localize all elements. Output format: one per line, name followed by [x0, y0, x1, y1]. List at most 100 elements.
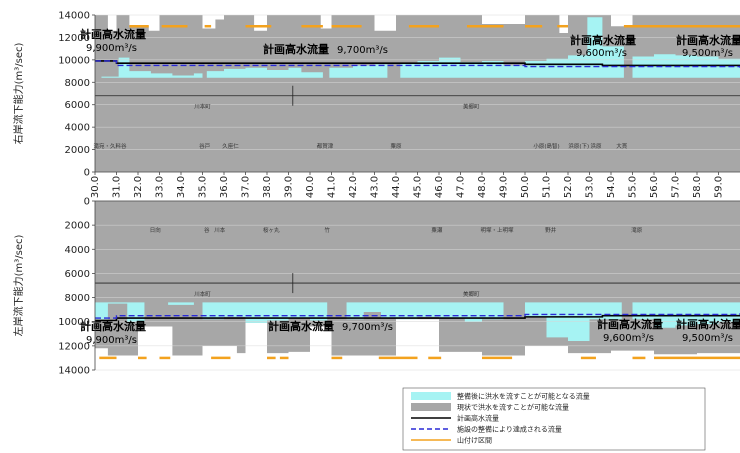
legend-label: 現状で洪水を流すことが可能な流量 — [457, 403, 569, 412]
current-capacity-core — [95, 201, 740, 303]
plan-flow-annotation-value: 9,600m³/s — [603, 333, 654, 344]
x-tick-label: 49.0 — [499, 176, 510, 198]
place-label: 浜原(下) — [568, 142, 589, 150]
plan-flow-annotation-label: 計画高水流量 — [263, 42, 329, 56]
x-tick-label: 41.0 — [327, 176, 338, 198]
legend-swatch — [411, 403, 451, 411]
place-label: 粟瀬 — [431, 226, 443, 234]
plan-flow-annotation-label: 計画高水流量 — [268, 319, 334, 333]
plan-flow-annotation-value: 9,500m³/s — [682, 48, 733, 59]
plan-flow-annotation-label: 計画高水流量 — [80, 319, 146, 333]
x-tick-label: 30.0 — [90, 176, 101, 198]
y-tick-label: 0 — [84, 197, 90, 208]
place-label: 谷 — [204, 226, 210, 234]
town-label: 川本町 — [194, 103, 211, 111]
plan-flow-annotation-label: 計画高水流量 — [80, 27, 146, 41]
plan-flow-annotation-label: 計画高水流量 — [570, 33, 636, 47]
plan-flow-annotation-value: 9,700m³/s — [342, 322, 393, 333]
current-capacity-core — [95, 77, 740, 172]
place-label: 都賀津 — [317, 142, 334, 150]
place-label: 野井 — [545, 226, 557, 234]
y-tick-label: 2000 — [65, 221, 90, 232]
target-flow-line — [95, 60, 740, 68]
x-tick-label: 37.0 — [241, 176, 252, 198]
legend-label: 整備後に洪水を流すことが可能となる流量 — [457, 392, 590, 401]
legend-swatch — [411, 392, 451, 400]
plan-flow-annotation-label: 計画高水流量 — [676, 33, 740, 47]
y-tick-label: 8000 — [65, 78, 90, 89]
legend-label: 山付け区間 — [457, 436, 492, 445]
x-tick-label: 38.0 — [262, 176, 273, 198]
x-tick-label: 34.0 — [176, 176, 187, 198]
plan-flow-line — [95, 314, 740, 322]
plan-flow-annotation-value: 9,900m³/s — [86, 43, 137, 54]
y-tick-label: 6000 — [65, 269, 90, 280]
y-tick-label: 14000 — [58, 11, 90, 22]
x-tick-label: 36.0 — [219, 176, 230, 198]
x-tick-label: 59.0 — [714, 176, 725, 198]
legend-box — [402, 387, 706, 451]
place-label: 滝宛・久料谷 — [94, 142, 128, 150]
legend-label: 施設の整備により達成される流量 — [457, 425, 562, 434]
y-tick-label: 14000 — [58, 366, 90, 377]
x-tick-label: 48.0 — [477, 176, 488, 198]
town-label: 川本町 — [194, 290, 211, 298]
place-label: 粟原 — [390, 143, 402, 150]
plan-flow-annotation-value: 9,700m³/s — [337, 45, 388, 56]
legend: 整備後に洪水を流すことが可能となる流量現状で洪水を流すことが可能な流量計画高水流… — [402, 387, 706, 451]
y-tick-label: 6000 — [65, 100, 90, 111]
y-tick-label: 10000 — [58, 55, 90, 66]
y-tick-label: 4000 — [65, 245, 90, 256]
x-tick-label: 47.0 — [456, 176, 467, 198]
x-tick-label: 55.0 — [628, 176, 639, 198]
x-tick-label: 57.0 — [671, 176, 682, 198]
x-tick-label: 43.0 — [370, 176, 381, 198]
place-label: 川本 — [214, 226, 226, 234]
right-bank-panel: 川本町 美郷町 計画高水流量 9,900m³/s 計画高水流量 9,700m³/s 計画高水… — [12, 11, 740, 198]
plan-flow-annotation-label: 計画高水流量 — [676, 317, 740, 331]
x-tick-label: 45.0 — [413, 176, 424, 198]
place-label: 浜原 — [590, 142, 602, 150]
place-label: 久座仁 — [222, 142, 239, 150]
place-label: 谷戸 — [199, 142, 211, 150]
x-tick-label: 31.0 — [112, 176, 123, 198]
plan-flow-annotation-value: 9,900m³/s — [86, 335, 137, 346]
y-tick-label: 12000 — [58, 341, 90, 352]
place-label: 滝原 — [631, 226, 643, 234]
y-axis-label: 右岸流下能力(m³/sec) — [12, 43, 25, 145]
y-tick-label: 8000 — [65, 293, 90, 304]
place-label: 桜ヶ丸 — [263, 226, 280, 234]
x-tick-label: 58.0 — [692, 176, 703, 198]
target-flow-line — [95, 313, 740, 319]
y-axis-label: 左岸流下能力(m³/sec) — [12, 235, 25, 337]
plan-flow-annotation-label: 計画高水流量 — [597, 317, 663, 331]
x-tick-label: 52.0 — [563, 176, 574, 198]
x-tick-label: 35.0 — [198, 176, 209, 198]
x-tick-label: 33.0 — [155, 176, 166, 198]
y-tick-label: 10000 — [58, 317, 90, 328]
x-tick-label: 32.0 — [133, 176, 144, 198]
legend-label: 計画高水流量 — [457, 414, 499, 423]
x-tick-label: 53.0 — [585, 176, 596, 198]
x-tick-label: 39.0 — [284, 176, 295, 198]
x-tick-label: 51.0 — [542, 176, 553, 198]
plan-flow-annotation-value: 9,600m³/s — [576, 48, 627, 59]
x-tick-label: 42.0 — [348, 176, 359, 198]
y-tick-label: 2000 — [65, 145, 90, 156]
town-label: 美郷町 — [463, 290, 480, 298]
y-tick-label: 4000 — [65, 123, 90, 134]
x-tick-label: 40.0 — [305, 176, 316, 198]
x-tick-label: 56.0 — [649, 176, 660, 198]
place-label: 竹 — [324, 226, 330, 234]
x-tick-label: 50.0 — [520, 176, 531, 198]
town-label: 美郷町 — [463, 103, 480, 111]
place-label: 明塚・上明塚 — [481, 226, 515, 234]
x-tick-label: 54.0 — [606, 176, 617, 198]
y-tick-label: 0 — [84, 168, 90, 179]
y-tick-label: 12000 — [58, 33, 90, 44]
place-label: 日向 — [150, 226, 161, 234]
place-label: 小原(島智) — [533, 142, 559, 150]
plan-flow-annotation-value: 9,500m³/s — [682, 333, 733, 344]
